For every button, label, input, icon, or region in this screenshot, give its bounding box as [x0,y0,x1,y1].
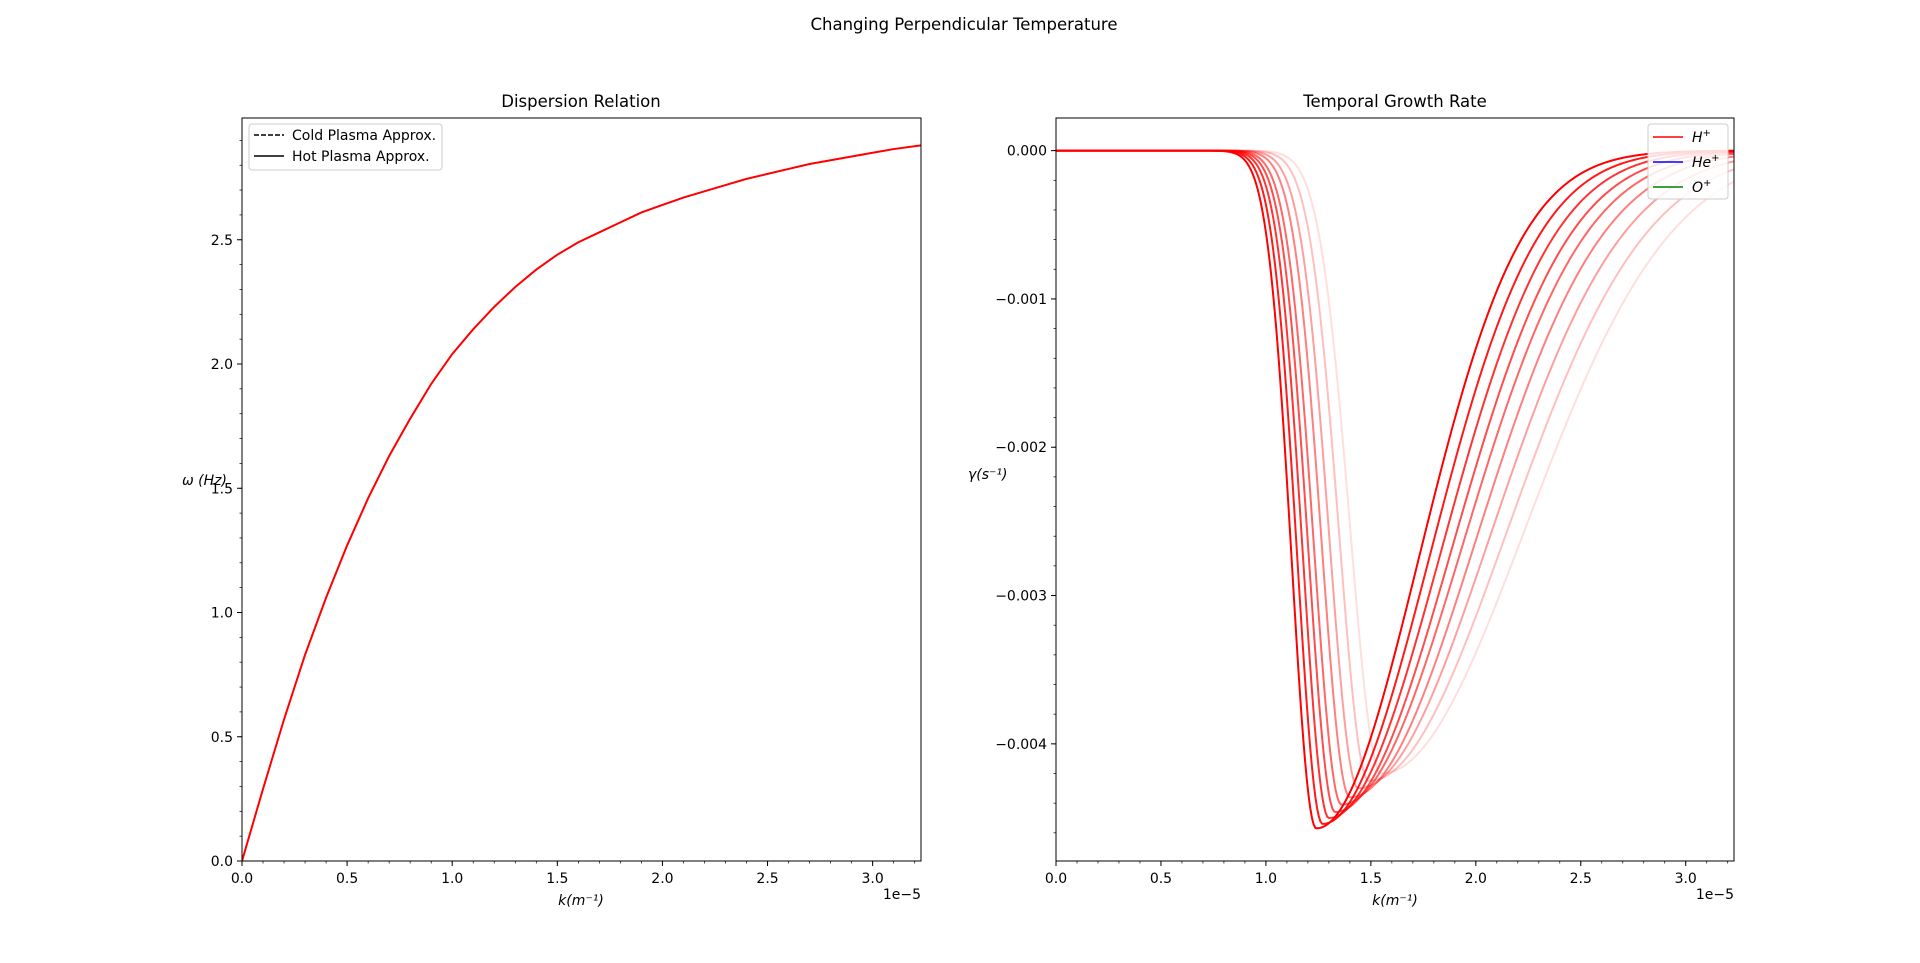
dispersion-ytick-label: 0.5 [211,730,233,746]
legend-label-he-plus: He+ [1692,153,1720,171]
dispersion-xtick-label: 2.5 [756,871,778,887]
dispersion-series-layer [242,144,921,861]
dispersion-x-offset: 1e−5 [883,887,921,903]
growth-rate-ytick-label: −0.003 [995,589,1047,605]
dispersion-ylabel: ω (Hz) [182,473,227,489]
growth-rate-xtick-label: 1.5 [1360,871,1382,887]
dispersion-xtick-label: 0.0 [231,871,253,887]
growth-rate-plot-frame [1055,117,1735,862]
legend-label-hot-plasma: Hot Plasma Approx. [292,149,430,165]
dispersion-plot-frame [241,117,922,862]
dispersion-ytick-label: 1.5 [211,481,233,497]
growth-rate-series-layer [1056,149,1734,830]
legend-sup-h-plus: + [1703,128,1711,139]
dispersion-tick-layer: 0.0 0.5 1.0 1.5 2.0 2.5 3.0 0.0 0.5 1.0 1.5 2.0 2.5 [211,140,916,887]
dispersion-xlabel: k(m⁻¹) [558,893,604,909]
legend-sup-he-plus: + [1711,153,1719,164]
growth-rate-series-line [1056,149,1734,775]
growth-rate-xtick-label: 1.0 [1255,871,1277,887]
growth-rate-legend-frame [1647,123,1729,200]
growth-rate-title: Temporal Growth Rate [1302,92,1487,111]
growth-rate-xtick-label: 2.0 [1465,871,1487,887]
growth-rate-series-line [1056,149,1734,782]
dispersion-xtick-label: 0.5 [336,871,358,887]
growth-rate-ytick-label: −0.004 [995,737,1047,753]
growth-rate-ytick-label: 0.000 [1007,144,1047,160]
legend-label-o-plus: O+ [1692,178,1711,196]
dispersion-xtick-label: 1.0 [441,871,463,887]
growth-rate-series-line [1056,149,1734,790]
dispersion-xtick-label: 1.5 [546,871,568,887]
dispersion-ytick-label: 2.5 [211,233,233,249]
dispersion-legend-frame [248,123,443,171]
dispersion-relation-axes: Dispersion Relation 0.0 0.5 1.0 1.5 2.0 2.5 3.… [182,92,922,909]
dispersion-xtick-label: 2.0 [651,871,673,887]
dispersion-legend: Cold Plasma Approx. Hot Plasma Approx. [248,123,443,171]
dispersion-series-line [242,144,921,861]
growth-rate-xtick-label: 0.5 [1150,871,1172,887]
growth-rate-xlabel: k(m⁻¹) [1372,893,1418,909]
growth-rate-tick-layer: 0.0 0.5 1.0 1.5 2.0 2.5 3.0 0.000 −0.001 −0.002 −0… [995,144,1729,887]
dispersion-ytick-label: 1.0 [211,606,233,622]
figure-suptitle: Changing Perpendicular Temperature [811,15,1118,34]
growth-rate-legend: H+ He+ O+ [1647,123,1729,200]
growth-rate-x-offset: 1e−5 [1696,887,1734,903]
growth-rate-series-line [1056,149,1734,799]
growth-rate-xtick-label: 3.0 [1675,871,1697,887]
growth-rate-xtick-label: 2.5 [1570,871,1592,887]
dispersion-ytick-label: 2.0 [211,357,233,373]
growth-rate-ytick-label: −0.002 [995,440,1047,456]
legend-label-cold-plasma: Cold Plasma Approx. [292,128,436,144]
growth-rate-axes: Temporal Growth Rate 0.0 0.5 1.0 1.5 2.0 2.5 3… [968,92,1735,909]
growth-rate-ytick-label: −0.001 [995,292,1047,308]
legend-sup-o-plus: + [1703,178,1711,189]
dispersion-title: Dispersion Relation [501,92,660,111]
dispersion-xtick-label: 3.0 [862,871,884,887]
growth-rate-ylabel: γ(s⁻¹) [968,467,1008,483]
growth-rate-xtick-label: 0.0 [1045,871,1067,887]
legend-label-h-plus: H+ [1692,128,1711,146]
dispersion-ytick-label: 0.0 [211,854,233,870]
